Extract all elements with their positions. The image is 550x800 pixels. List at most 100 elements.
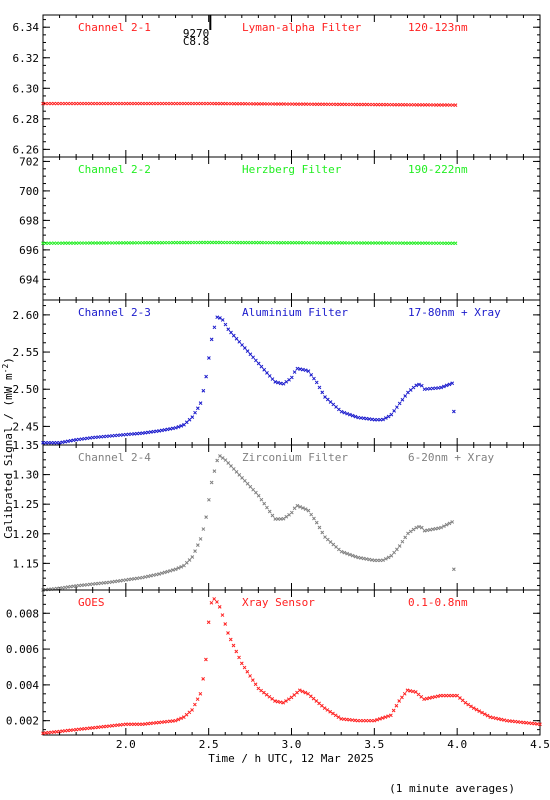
data-point (389, 713, 393, 718)
data-point (398, 102, 402, 107)
data-point (442, 103, 447, 107)
data-point (353, 102, 358, 107)
data-point (226, 461, 231, 465)
data-point (60, 101, 65, 106)
outlier-point (451, 409, 456, 414)
data-point (207, 101, 211, 106)
data-point (132, 240, 137, 245)
data-point (337, 102, 342, 107)
data-point (60, 585, 65, 590)
data-point (151, 721, 156, 725)
data-point (493, 716, 498, 721)
data-point (215, 101, 220, 106)
data-point (96, 101, 101, 106)
data-point (409, 241, 414, 245)
data-point (210, 101, 214, 106)
data-point (445, 103, 450, 107)
data-point (102, 241, 106, 245)
data-point (242, 346, 247, 350)
data-point (248, 484, 253, 489)
data-point (448, 241, 452, 246)
data-point (170, 719, 175, 723)
chart-panels: 6.26 6.28 6.30 6.32 6.34 Channel 2-1 Lyman-alp… (6, 14, 550, 751)
data-point (41, 440, 45, 445)
data-point (262, 240, 267, 245)
data-point (436, 526, 441, 531)
data-point (77, 101, 81, 106)
data-point (370, 417, 374, 422)
panel-frame (42, 589, 541, 736)
data-point (68, 728, 73, 733)
data-point (198, 240, 203, 245)
data-point (372, 417, 377, 422)
data-point (342, 717, 346, 722)
data-point (162, 101, 167, 106)
data-point (411, 527, 416, 532)
data-point (248, 352, 253, 357)
data-point (143, 101, 148, 106)
data-point (433, 694, 437, 699)
data-point (297, 688, 302, 693)
data-point (348, 412, 352, 417)
data-point (187, 710, 192, 715)
data-point (366, 718, 371, 723)
data-point (93, 725, 98, 730)
data-point (68, 438, 73, 443)
data-point (395, 405, 399, 410)
data-point (329, 102, 333, 107)
data-point (409, 102, 414, 107)
data-point (237, 473, 242, 477)
data-point (118, 433, 123, 437)
panel-label: Lyman-alpha Filter (242, 21, 362, 34)
data-point (135, 431, 139, 436)
data-point (149, 240, 153, 245)
data-point (398, 241, 402, 245)
data-point (412, 241, 416, 245)
data-point (434, 103, 438, 107)
data-point (88, 436, 92, 440)
data-point (52, 101, 56, 106)
panel-label: Aluminium Filter (242, 306, 348, 319)
y-tick-label: 6.28 (13, 113, 40, 126)
data-point (434, 241, 438, 246)
data-point (345, 411, 349, 416)
data-point (195, 406, 200, 411)
data-point (54, 241, 59, 246)
data-point (400, 539, 405, 544)
data-point (129, 240, 134, 245)
x-tick-label: 3.5 (364, 738, 384, 751)
data-point (245, 481, 250, 486)
data-point (212, 101, 217, 106)
data-point (212, 597, 217, 601)
data-point (173, 567, 178, 572)
data-point (482, 712, 487, 716)
data-point (317, 385, 322, 390)
data-point (430, 695, 435, 700)
data-point (320, 703, 324, 708)
data-point (403, 394, 408, 398)
data-point (212, 325, 217, 330)
data-point (115, 241, 120, 245)
data-point (226, 101, 231, 106)
data-point (240, 475, 244, 480)
data-point (356, 555, 361, 560)
data-point (320, 102, 325, 107)
data-point (259, 497, 264, 502)
data-point (215, 315, 220, 320)
data-point (273, 380, 278, 384)
data-point (179, 564, 184, 569)
data-point (154, 720, 159, 725)
data-point (143, 430, 148, 435)
data-point (284, 699, 288, 703)
data-point (364, 557, 369, 561)
data-point (246, 240, 250, 245)
data-point (218, 454, 222, 458)
data-point (154, 572, 159, 577)
data-point (193, 702, 197, 707)
data-point (293, 102, 297, 106)
data-point (387, 241, 391, 245)
data-point (49, 440, 54, 445)
data-point (295, 366, 300, 371)
y-tick-label: 696 (19, 244, 39, 257)
